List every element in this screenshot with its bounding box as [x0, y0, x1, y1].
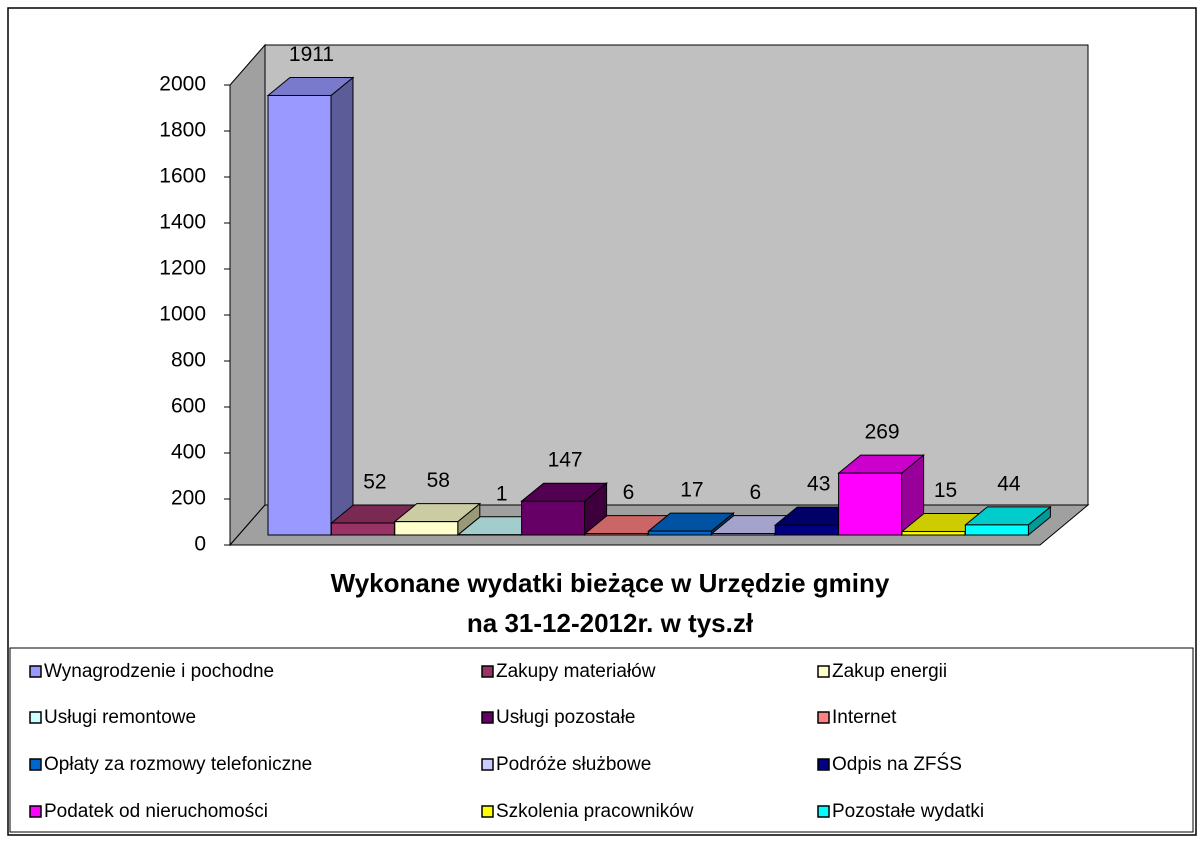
legend-swatch [817, 758, 830, 771]
bar [394, 521, 459, 536]
y-tick-label: 1000 [159, 303, 206, 326]
legend-label: Usługi pozostałe [496, 707, 635, 728]
legend-swatch [29, 665, 42, 678]
legend-label: Zakupy materiałów [496, 661, 656, 682]
legend-box [9, 647, 1194, 833]
bar [521, 500, 586, 536]
legend-swatch [29, 711, 42, 724]
y-tick-label: 1600 [159, 165, 206, 188]
chart-title: na 31-12-2012r. w tys.zł [467, 608, 754, 638]
legend-label: Pozostałe wydatki [832, 801, 984, 822]
legend-label: Szkolenia pracowników [496, 801, 694, 822]
data-label: 6 [749, 481, 761, 504]
data-label: 44 [997, 472, 1021, 495]
legend-label: Podatek od nieruchomości [44, 801, 268, 822]
legend-swatch [481, 711, 494, 724]
y-tick-label: 600 [171, 395, 206, 418]
bar [901, 531, 966, 536]
bar-side [330, 76, 354, 537]
data-label: 17 [680, 479, 703, 502]
data-label: 147 [548, 449, 583, 472]
legend-label: Podróże służbowe [496, 754, 651, 775]
data-label: 43 [807, 473, 830, 496]
legend-swatch [481, 665, 494, 678]
back-wall [264, 44, 1089, 506]
bar [267, 94, 332, 536]
legend-label: Internet [832, 707, 897, 728]
legend-label: Opłaty za rozmowy telefoniczne [44, 754, 312, 775]
legend-swatch [29, 805, 42, 818]
bar [711, 533, 776, 536]
legend-swatch [817, 805, 830, 818]
y-tick-label: 1800 [159, 119, 206, 142]
y-tick-label: 0 [194, 533, 206, 556]
legend-swatch [481, 758, 494, 771]
data-label: 1911 [289, 43, 334, 66]
legend-swatch [817, 665, 830, 678]
legend-label: Zakup energii [832, 661, 947, 682]
data-label: 15 [934, 479, 957, 502]
y-tick-label: 200 [171, 487, 206, 510]
bar [964, 524, 1029, 536]
y-tick-label: 1400 [159, 211, 206, 234]
y-tick-label: 800 [171, 349, 206, 372]
bar [838, 472, 903, 536]
legend-swatch [817, 711, 830, 724]
data-label: 1 [496, 482, 508, 505]
chart-title: Wykonane wydatki bieżące w Urzędzie gmin… [331, 568, 890, 598]
y-tick-label: 1200 [159, 257, 206, 280]
data-label: 58 [427, 469, 450, 492]
y-tick-label: 2000 [159, 73, 206, 96]
legend-label: Usługi remontowe [44, 707, 196, 728]
legend-label: Wynagrodzenie i pochodne [44, 661, 274, 682]
data-label: 52 [363, 471, 386, 494]
bar [584, 533, 649, 536]
data-label: 6 [623, 481, 635, 504]
bar [330, 522, 395, 536]
bar [647, 530, 712, 536]
legend-swatch [481, 805, 494, 818]
legend-swatch [29, 758, 42, 771]
side-wall [229, 43, 266, 547]
data-label: 269 [865, 421, 900, 444]
bar [774, 524, 839, 536]
legend-label: Odpis na ZFŚS [832, 753, 962, 775]
y-tick-label: 400 [171, 441, 206, 464]
